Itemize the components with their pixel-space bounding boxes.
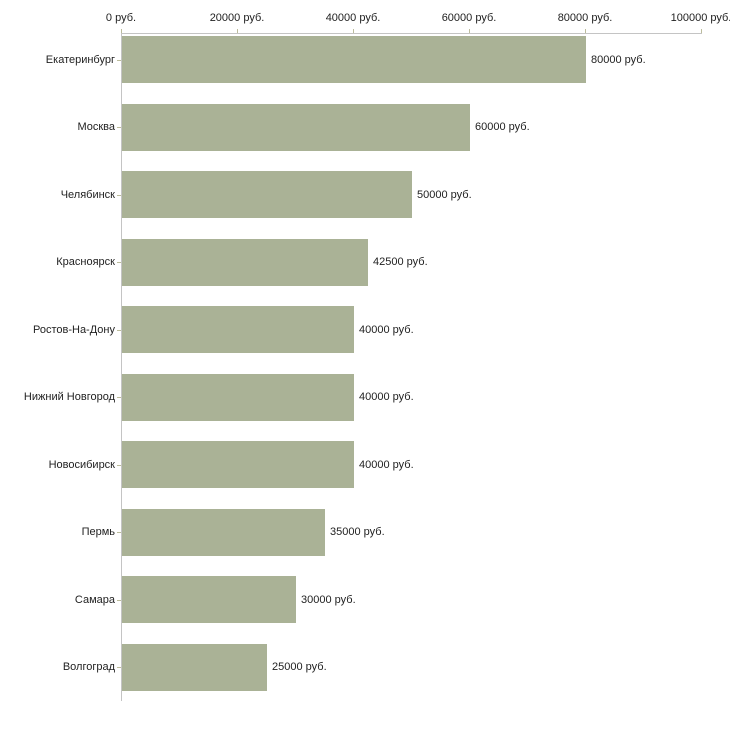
bar: [122, 103, 470, 151]
y-axis-tick-mark: [117, 667, 121, 668]
x-axis-tick-mark: [469, 29, 470, 33]
category-label: Красноярск: [56, 256, 115, 268]
category-label: Челябинск: [60, 189, 115, 201]
value-label: 80000 руб.: [591, 54, 646, 66]
bar: [122, 238, 368, 286]
x-axis-tick-label: 40000 руб.: [325, 12, 381, 24]
category-label: Новосибирск: [48, 459, 115, 471]
x-axis-tick-label: 60000 руб.: [441, 12, 497, 24]
x-axis-tick-mark: [701, 29, 702, 33]
category-label: Москва: [77, 121, 115, 133]
y-axis-tick-mark: [117, 127, 121, 128]
category-label: Пермь: [81, 526, 115, 538]
value-label: 30000 руб.: [301, 594, 356, 606]
y-axis-tick-mark: [117, 600, 121, 601]
y-axis-line: [121, 33, 122, 701]
value-label: 25000 руб.: [272, 661, 327, 673]
bar: [122, 373, 354, 421]
bar: [122, 643, 267, 691]
value-label: 40000 руб.: [359, 324, 414, 336]
bar: [122, 306, 354, 353]
y-axis-tick-mark: [117, 262, 121, 263]
x-axis-line: [121, 33, 702, 34]
value-label: 40000 руб.: [359, 459, 414, 471]
category-label: Нижний Новгород: [23, 391, 115, 403]
value-label: 60000 руб.: [475, 121, 530, 133]
x-axis-tick-mark: [585, 29, 586, 33]
x-axis-tick-label: 80000 руб.: [557, 12, 613, 24]
y-axis-tick-mark: [117, 397, 121, 398]
bar: [122, 441, 354, 488]
category-label: Ростов-На-Дону: [32, 324, 115, 336]
value-label: 42500 руб.: [373, 256, 428, 268]
y-axis-tick-mark: [117, 532, 121, 533]
y-axis-tick-mark: [117, 60, 121, 61]
bar: [122, 36, 586, 83]
x-axis-tick-label: 0 руб.: [105, 12, 137, 24]
x-axis-tick-label: 100000 руб.: [670, 12, 730, 24]
value-label: 50000 руб.: [417, 189, 472, 201]
category-label: Самара: [74, 594, 115, 606]
value-label: 35000 руб.: [330, 526, 385, 538]
value-label: 40000 руб.: [359, 391, 414, 403]
x-axis-tick-label: 20000 руб.: [209, 12, 265, 24]
x-axis-tick-mark: [353, 29, 354, 33]
bar: [122, 576, 296, 623]
bar: [122, 171, 412, 218]
y-axis-tick-mark: [117, 330, 121, 331]
category-label: Екатеринбург: [45, 54, 115, 66]
y-axis-tick-mark: [117, 465, 121, 466]
y-axis-tick-mark: [117, 195, 121, 196]
category-label: Волгоград: [62, 661, 115, 673]
bar: [122, 508, 325, 556]
x-axis-tick-mark: [237, 29, 238, 33]
x-axis-tick-mark: [121, 29, 122, 33]
